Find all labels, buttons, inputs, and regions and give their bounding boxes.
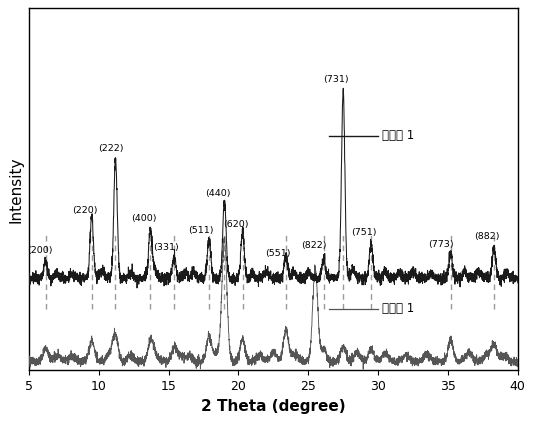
Text: (200): (200) <box>27 246 53 255</box>
Text: (220): (220) <box>72 206 98 215</box>
Text: (222): (222) <box>99 144 124 153</box>
Text: (731): (731) <box>324 76 349 84</box>
Text: 实施例 1: 实施例 1 <box>382 303 414 316</box>
Text: (882): (882) <box>474 232 500 241</box>
Text: (400): (400) <box>131 214 156 223</box>
Text: (773): (773) <box>428 241 454 249</box>
Text: (511): (511) <box>188 226 214 235</box>
Y-axis label: Intensity: Intensity <box>9 156 23 223</box>
Text: 比较例 1: 比较例 1 <box>382 129 414 142</box>
Text: (331): (331) <box>153 243 179 252</box>
Text: (620): (620) <box>223 220 248 230</box>
Text: (551): (551) <box>265 249 290 258</box>
Text: (440): (440) <box>205 189 230 198</box>
Text: (751): (751) <box>351 227 377 237</box>
Text: (822): (822) <box>301 241 327 251</box>
X-axis label: 2 Theta (degree): 2 Theta (degree) <box>201 399 345 414</box>
